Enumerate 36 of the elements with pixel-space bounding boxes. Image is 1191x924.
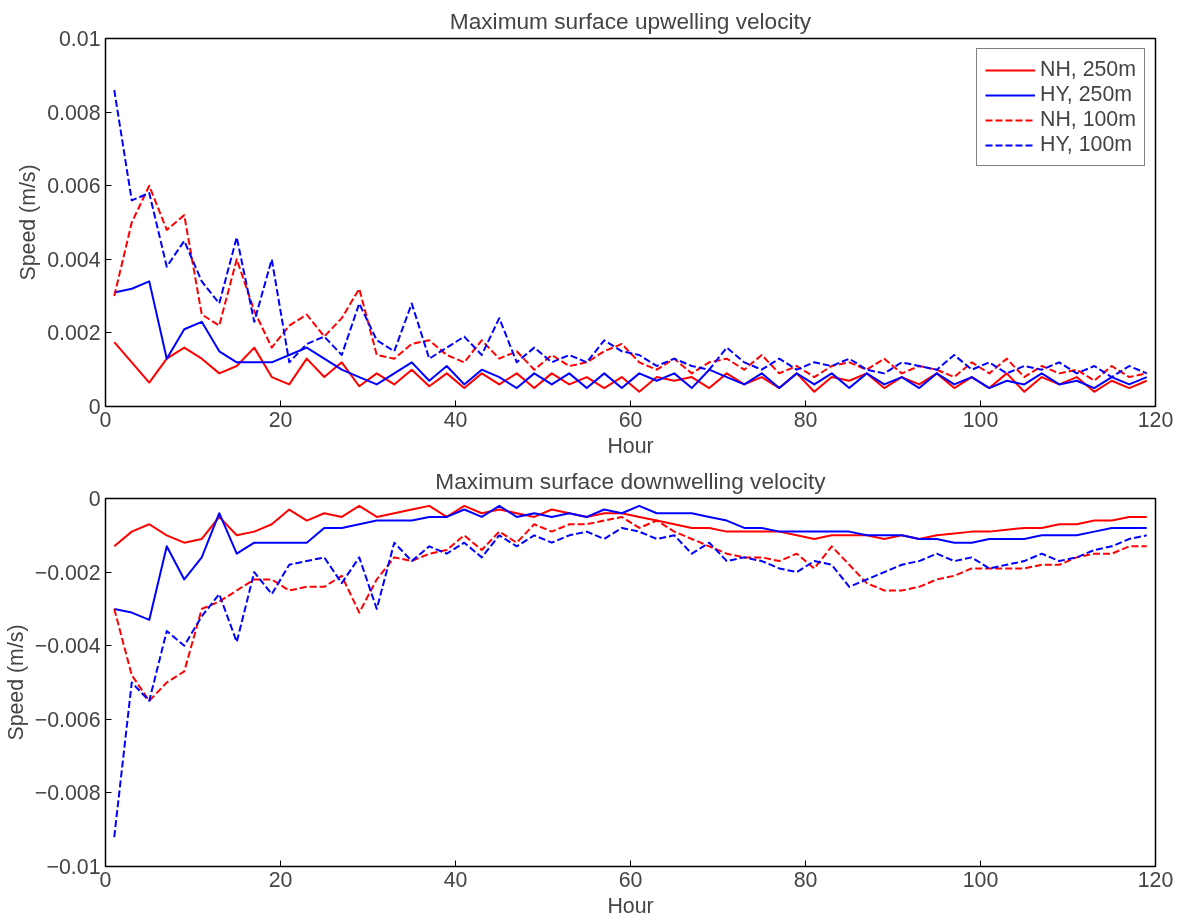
x-tick-label: 100 <box>962 867 999 892</box>
x-tick-label: 100 <box>962 407 999 432</box>
y-tick-label: −0.01 <box>46 855 101 879</box>
x-tick-label: 80 <box>793 407 818 432</box>
y-axis-title: Speed (m/s) <box>16 164 41 281</box>
chart-title: Maximum surface downwelling velocity <box>435 467 827 494</box>
y-tick-label: 0 <box>88 487 101 511</box>
x-tick-label: 40 <box>443 407 468 432</box>
y-tick-label: 0.002 <box>47 321 101 346</box>
x-tick-label: 60 <box>618 407 643 432</box>
line-series <box>113 341 1148 393</box>
x-tick-label: 40 <box>443 867 468 892</box>
legend-label: NH, 250m <box>1039 57 1136 82</box>
y-tick-label: 0.004 <box>47 247 101 272</box>
x-tick-label: 20 <box>268 407 293 432</box>
chart-title: Maximum surface upwelling velocity <box>449 7 812 34</box>
y-axis-title: Speed (m/s) <box>3 624 28 741</box>
legend-label: HY, 250m <box>1039 82 1133 107</box>
x-tick-label: 120 <box>1137 867 1174 892</box>
y-tick-label: 0.01 <box>58 27 101 51</box>
x-tick-label: 80 <box>793 867 818 892</box>
x-tick-label: 60 <box>618 867 643 892</box>
y-tick-label: 0.006 <box>47 174 101 199</box>
x-axis-title: Hour <box>607 433 654 458</box>
y-tick-label: 0.008 <box>47 100 101 125</box>
y-tick-label: −0.002 <box>34 560 101 585</box>
y-tick-label: −0.008 <box>34 781 101 806</box>
legend-label: HY, 100m <box>1039 132 1133 157</box>
legend-label: NH, 100m <box>1039 107 1136 132</box>
line-series <box>113 526 1148 839</box>
y-tick-label: −0.006 <box>34 707 101 732</box>
line-series <box>113 504 1148 621</box>
y-tick-label: −0.004 <box>34 634 101 659</box>
x-tick-label: 120 <box>1137 407 1174 432</box>
x-tick-label: 20 <box>268 867 293 892</box>
x-axis-title: Hour <box>607 893 654 918</box>
